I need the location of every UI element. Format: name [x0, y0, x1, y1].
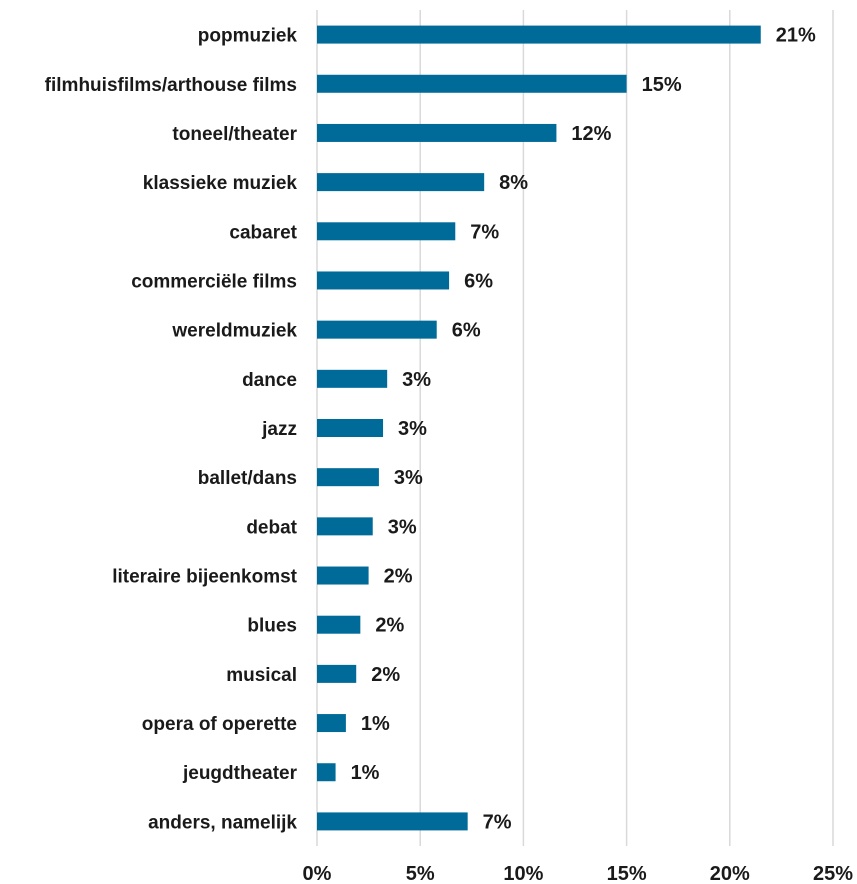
value-label: 1% — [351, 762, 380, 784]
value-label: 8% — [499, 172, 528, 194]
category-label: debat — [246, 517, 297, 538]
bar — [317, 173, 485, 192]
value-label: 6% — [452, 320, 481, 342]
value-label: 7% — [483, 811, 512, 833]
gridlines — [316, 10, 834, 846]
bar — [317, 763, 336, 782]
value-label: 3% — [402, 369, 431, 391]
value-label: 3% — [388, 516, 417, 538]
category-label: opera of operette — [142, 714, 297, 735]
value-label: 6% — [464, 270, 493, 292]
bar — [317, 271, 450, 290]
value-label: 3% — [394, 467, 423, 489]
bar — [317, 320, 437, 339]
category-label: blues — [247, 616, 297, 637]
bar — [317, 664, 357, 683]
x-axis-tick-labels: 0% 5% 10% 15% 20% 25% — [303, 863, 854, 884]
category-label: toneel/theater — [172, 124, 297, 145]
x-tick-label: 10% — [503, 863, 543, 884]
category-label: jazz — [261, 419, 297, 440]
category-label: dance — [242, 370, 297, 391]
value-label: 15% — [642, 74, 682, 96]
bar — [317, 222, 456, 241]
category-label: klassieke muziek — [143, 173, 298, 194]
bars — [317, 25, 761, 831]
bar — [317, 419, 384, 437]
x-tick-label: 5% — [406, 863, 435, 884]
bar — [317, 74, 627, 93]
bar — [317, 25, 761, 44]
value-label: 1% — [361, 713, 390, 735]
category-label: ballet/dans — [198, 468, 297, 489]
value-label: 7% — [470, 221, 499, 243]
bar — [317, 468, 379, 487]
value-label: 2% — [384, 566, 413, 588]
category-label: filmhuisfilms/arthouse films — [45, 75, 297, 96]
value-label: 21% — [776, 25, 816, 47]
bar — [317, 566, 369, 585]
category-label: cabaret — [229, 222, 297, 243]
x-tick-label: 20% — [710, 863, 750, 884]
x-tick-label: 0% — [303, 863, 332, 884]
bar — [317, 812, 468, 831]
category-label: popmuziek — [198, 26, 298, 47]
bar — [317, 517, 373, 536]
value-label: 2% — [371, 664, 400, 686]
value-label: 12% — [571, 123, 611, 145]
value-labels: 21% 15% 12% 8% 7% 6% 6% 3% 3% 3% 3% 2% 2% 2% 1% 1% 7% — [351, 25, 816, 834]
category-label: literaire bijeenkomst — [112, 567, 297, 588]
bar — [317, 369, 388, 388]
category-label: wereldmuziek — [171, 321, 297, 342]
value-label: 2% — [375, 615, 404, 637]
category-label: anders, namelijk — [148, 812, 297, 833]
value-label: 3% — [398, 418, 427, 440]
bar — [317, 714, 346, 733]
category-labels: popmuziek filmhuisfilms/arthouse films ton… — [45, 26, 298, 834]
x-tick-label: 15% — [607, 863, 647, 884]
x-tick-label: 25% — [813, 863, 853, 884]
bar — [317, 123, 557, 142]
category-label: musical — [226, 665, 297, 686]
bar — [317, 615, 361, 634]
category-label: jeugdtheater — [182, 763, 298, 784]
category-label: commerciële films — [131, 271, 297, 292]
